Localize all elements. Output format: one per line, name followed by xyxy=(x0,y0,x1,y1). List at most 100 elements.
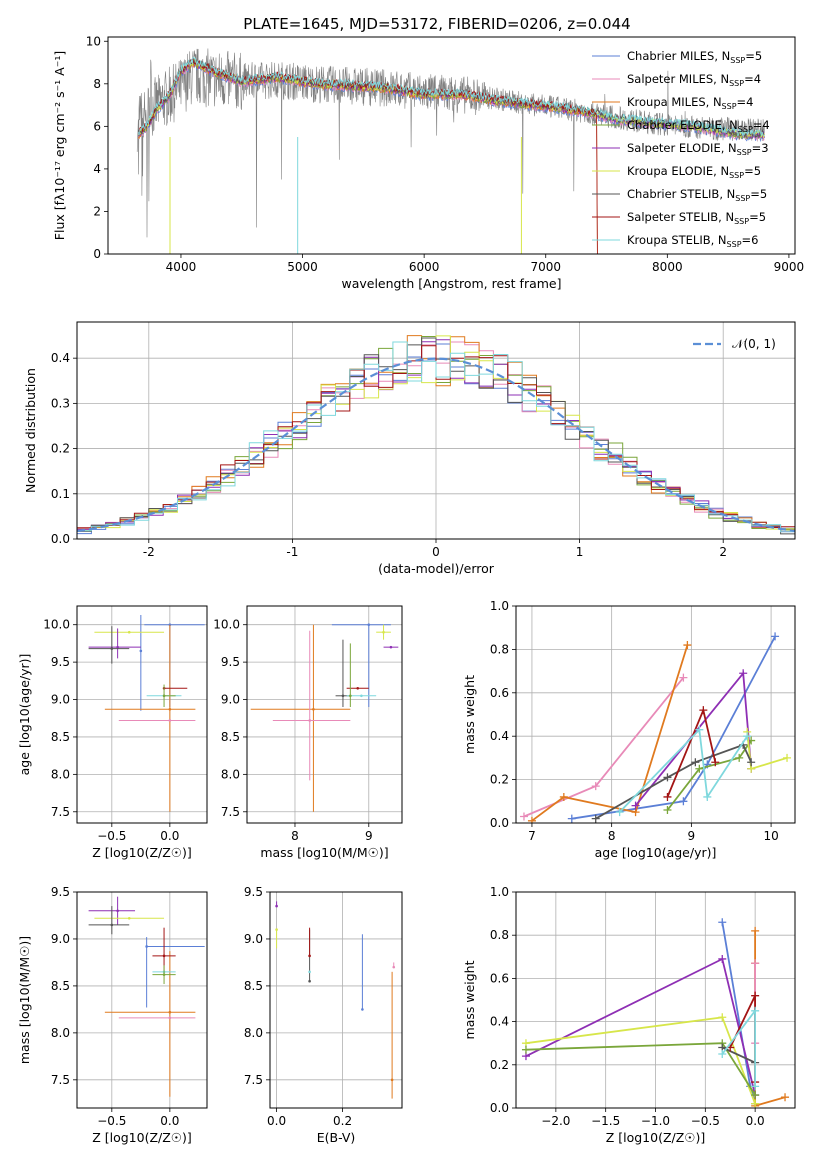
weight-line-chabrier_miles xyxy=(571,635,776,820)
y-tick-label: 0.6 xyxy=(490,686,509,700)
axes-frame xyxy=(76,605,208,824)
x-tick-label: 9000 xyxy=(774,260,805,274)
weight-marker-kroupa_stelib xyxy=(743,732,752,741)
x-tick-label: 9 xyxy=(688,829,696,843)
legend-sub: SSP xyxy=(729,171,744,180)
x-tick-label: 6000 xyxy=(409,260,440,274)
x-tick-label: 8 xyxy=(608,829,616,843)
x-tick-label: 8000 xyxy=(652,260,683,274)
x-tick-label: −2.0 xyxy=(541,1114,570,1128)
point-chabrier_miles xyxy=(139,649,143,653)
point-chabrier_elodie xyxy=(162,973,166,976)
weight-marker-kroupa_elodie xyxy=(718,1013,727,1022)
legend-entry: Chabrier ELODIE, NSSP=4 xyxy=(627,118,770,134)
y-tick-label: 1.0 xyxy=(490,599,509,613)
y-tick-label: 0.0 xyxy=(490,1101,509,1115)
legend-tail: =6 xyxy=(742,233,759,247)
y-tick-label: 0.2 xyxy=(51,442,70,456)
legend-text: Kroupa STELIB, N xyxy=(627,233,727,247)
weight-marker-kroupa_miles xyxy=(527,816,536,823)
plot-area xyxy=(136,48,765,254)
point-salpeter_miles xyxy=(168,1016,172,1020)
y-tick-label: 7.5 xyxy=(51,805,70,819)
mass-weight-vs-metallicity-panel: −2.0 −1.5 −1.0 −0.5 0.0 0.0 0.2 0.4 0.6 0.8 1.0 Z [… xyxy=(462,885,796,1145)
weight-line-salpeter_elodie xyxy=(525,957,756,1096)
point-salpeter_elodie xyxy=(275,904,278,908)
legend-text: Salpeter STELIB, N xyxy=(627,210,734,224)
axes-frame xyxy=(515,891,796,1109)
mass-weight-vs-age-panel: 7 8 9 10 0.0 0.2 0.4 0.6 0.8 1.0 age [log10(age/yr… xyxy=(462,599,796,860)
weight-marker-chabrier_stelib xyxy=(591,814,600,823)
x-tick-label: −1.5 xyxy=(591,1114,620,1128)
axes-frame xyxy=(515,605,796,824)
legend-text: Kroupa ELODIE, N xyxy=(627,164,729,178)
point-salpeter_stelib xyxy=(356,687,360,690)
weight-marker-kroupa_stelib xyxy=(615,808,624,817)
x-tick-label: 0.0 xyxy=(267,1114,286,1128)
point-kroupa_miles xyxy=(168,1010,172,1014)
y-axis-label: mass [log10(M/M☉)] xyxy=(17,936,32,1064)
age-vs-metallicity-panel: −0.5 0.0 7.5 8.0 8.5 9.0 9.5 10.0 Z [log10(Z/Z☉)… xyxy=(17,605,208,860)
point-chabrier_miles xyxy=(145,945,148,948)
weight-marker-kroupa_stelib xyxy=(703,792,712,801)
y-tick-label: 9.5 xyxy=(221,655,240,669)
weight-marker-chabrier_stelib xyxy=(663,773,672,782)
point-salpeter_elodie xyxy=(389,645,393,649)
x-tick-label: −0.5 xyxy=(97,1114,126,1128)
point-salpeter_stelib xyxy=(162,954,166,958)
legend-text: Chabrier MILES, N xyxy=(627,49,730,63)
weight-marker-kroupa_stelib xyxy=(751,1082,760,1091)
y-tick-label: 8.5 xyxy=(244,979,263,993)
y-tick-label: 7.5 xyxy=(221,805,240,819)
x-tick-label: 4000 xyxy=(166,260,197,274)
weight-marker-chabrier_miles xyxy=(567,814,576,823)
weight-line-kroupa_elodie xyxy=(746,731,788,770)
y-tick-label: 0.3 xyxy=(51,396,70,410)
legend-sub: SSP xyxy=(735,194,750,203)
weight-marker-salpeter_stelib xyxy=(663,792,672,801)
legend-sub: SSP xyxy=(730,56,745,65)
plot-area xyxy=(519,632,792,823)
y-tick-label: 0.2 xyxy=(490,773,509,787)
plot-area xyxy=(77,335,795,535)
point-chabrier_stelib xyxy=(110,923,114,927)
point-kroupa_miles xyxy=(312,707,315,711)
x-axis-label: wavelength [Angstrom, rest frame] xyxy=(341,276,561,291)
legend-tail: =3 xyxy=(752,141,769,155)
x-tick-label: -2 xyxy=(143,545,155,559)
weight-line-chabrier_elodie xyxy=(525,1042,756,1096)
legend-sub: SSP xyxy=(729,79,744,88)
point-salpeter_miles xyxy=(168,719,172,722)
y-axis-label: age [log10(age/yr)] xyxy=(17,654,32,776)
x-axis-label: E(B-V) xyxy=(317,1130,356,1145)
x-axis-label: (data-model)/error xyxy=(378,561,495,576)
point-kroupa_miles xyxy=(390,1078,394,1082)
weight-marker-chabrier_miles xyxy=(771,632,780,641)
point-salpeter_miles xyxy=(392,965,396,969)
y-axis-label: mass weight xyxy=(462,960,477,1039)
point-chabrier_stelib xyxy=(341,694,345,698)
legend-entry: Chabrier STELIB, NSSP=5 xyxy=(627,187,767,203)
panels: 4000 5000 6000 7000 8000 90000246810wavelengt… xyxy=(17,34,804,1145)
figure-title: PLATE=1645, MJD=53172, FIBERID=0206, z=0… xyxy=(243,15,630,33)
y-tick-label: 2 xyxy=(93,204,101,218)
plot-area xyxy=(88,614,205,812)
y-tick-label: 10.0 xyxy=(213,618,240,632)
weight-line-salpeter_miles xyxy=(523,677,685,818)
weight-marker-salpeter_miles xyxy=(679,673,688,682)
x-tick-label: 5000 xyxy=(287,260,318,274)
point-chabrier_stelib xyxy=(110,647,114,650)
weight-marker-kroupa_miles xyxy=(751,926,760,935)
legend-text: Kroupa MILES, N xyxy=(627,95,722,109)
y-tick-label: 8.0 xyxy=(244,1026,263,1040)
y-tick-label: 4 xyxy=(93,162,101,176)
axes-frame xyxy=(107,36,796,255)
x-tick-label: −0.5 xyxy=(691,1114,720,1128)
weight-line-kroupa_elodie xyxy=(525,1016,756,1105)
y-tick-label: 0.4 xyxy=(490,729,509,743)
y-tick-label: 9.0 xyxy=(221,693,240,707)
legend-sub: SSP xyxy=(734,217,749,226)
y-tick-label: 0.4 xyxy=(51,351,70,365)
x-tick-label: -1 xyxy=(286,545,298,559)
